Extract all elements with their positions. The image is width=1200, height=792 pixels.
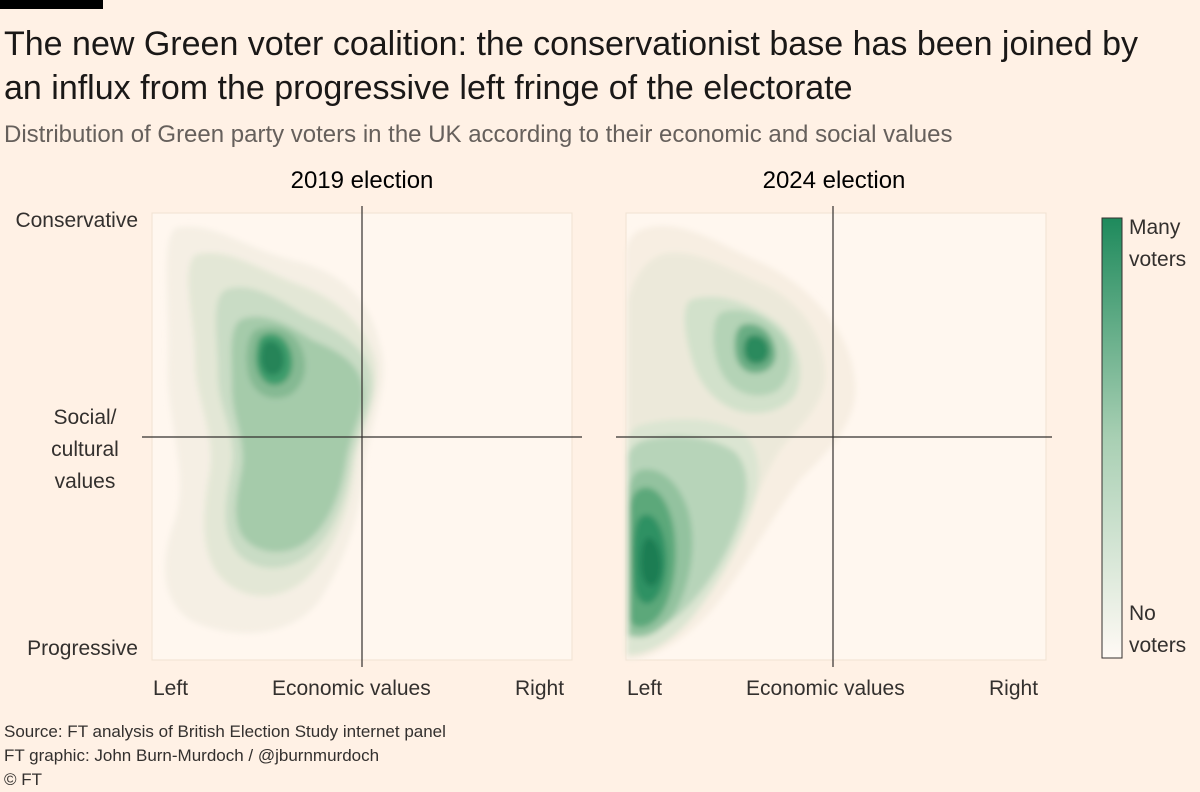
x-axis-title-2024: Economic values bbox=[746, 677, 905, 700]
legend-low-label: No voters bbox=[1129, 598, 1186, 662]
x-tick-left-2019: Left bbox=[153, 677, 189, 700]
chart-title: The new Green voter coalition: the conse… bbox=[4, 25, 1139, 107]
x-tick-left-2024: Left bbox=[627, 677, 663, 700]
legend-low-line2: voters bbox=[1129, 634, 1187, 657]
density-contour-2019-7 bbox=[260, 341, 285, 376]
legend-high-line1: Many bbox=[1129, 216, 1181, 239]
panel-title-2024: 2024 election bbox=[762, 167, 906, 194]
legend-high-line2: voters bbox=[1129, 248, 1187, 271]
legend-color-bar bbox=[1101, 217, 1123, 659]
y-axis-title: Social/ cultural values bbox=[0, 402, 138, 498]
panel-title-2019: 2019 election bbox=[290, 167, 434, 194]
chart-subtitle: Distribution of Green party voters in th… bbox=[4, 121, 953, 148]
legend-low-line1: No bbox=[1129, 602, 1156, 625]
y-tick-conservative: Conservative bbox=[15, 209, 138, 232]
density-contour-2024-12 bbox=[641, 537, 662, 586]
y-axis-title-text: Social/ cultural values bbox=[51, 406, 119, 493]
source-note: Source: FT analysis of British Election … bbox=[4, 722, 446, 741]
copyright-note: © FT bbox=[4, 770, 43, 789]
footer: Source: FT analysis of British Election … bbox=[4, 720, 446, 792]
credit-note: FT graphic: John Burn-Murdoch / @jburnmu… bbox=[4, 746, 380, 765]
density-contours-2024 bbox=[626, 225, 856, 661]
y-tick-progressive: Progressive bbox=[27, 637, 138, 660]
legend-high-label: Many voters bbox=[1129, 212, 1186, 276]
x-tick-right-2019: Right bbox=[515, 677, 565, 700]
density-contours-2019 bbox=[165, 226, 384, 634]
x-tick-right-2024: Right bbox=[989, 677, 1039, 700]
x-axis-title-2019: Economic values bbox=[272, 677, 431, 700]
ft-brand-bar bbox=[0, 0, 103, 9]
density-contour-2024-6 bbox=[744, 335, 770, 364]
